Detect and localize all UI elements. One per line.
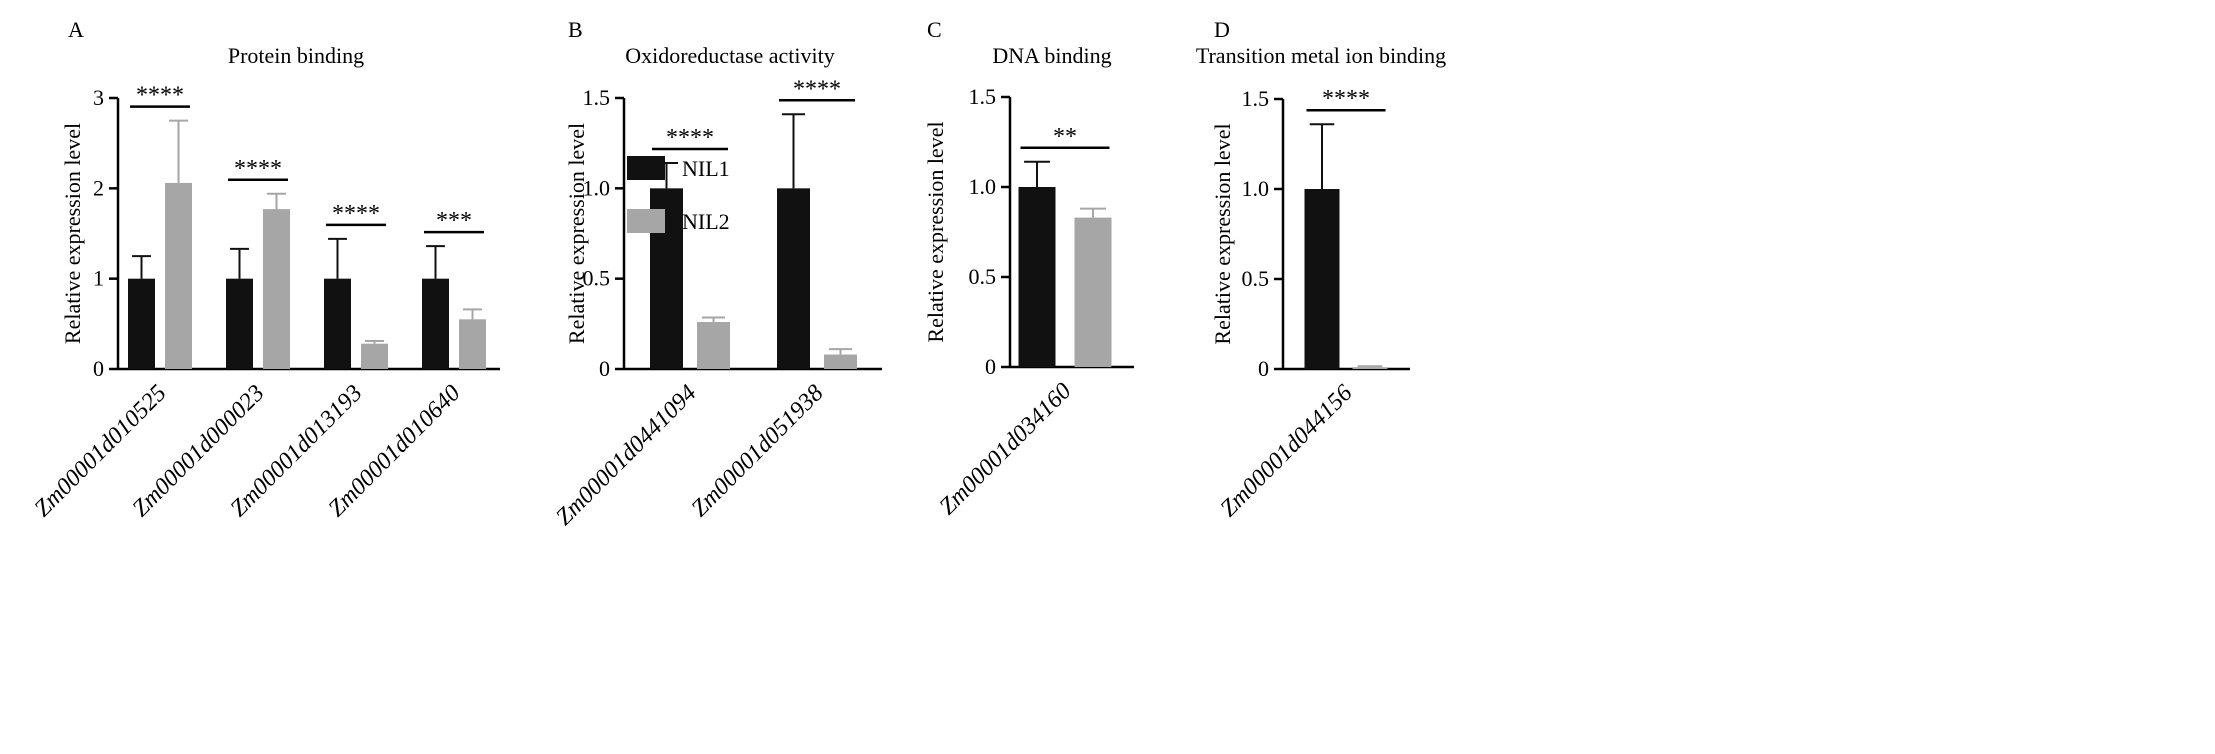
- x-tick-label: Zm00001d051938: [687, 380, 829, 522]
- significance-marker: ****: [666, 125, 714, 151]
- y-tick-label: 1.5: [969, 84, 997, 109]
- significance-marker: ***: [436, 208, 472, 234]
- bar-nil2: [263, 209, 290, 369]
- legend-label: NIL2: [682, 209, 730, 234]
- y-axis-label: Relative expression level: [564, 123, 589, 344]
- bar-nil2: [361, 343, 388, 369]
- y-tick-label: 0: [599, 356, 610, 381]
- x-tick-label: Zm00001d044156: [1216, 380, 1358, 522]
- y-axis-label: Relative expression level: [1210, 123, 1235, 344]
- bar-nil2: [165, 182, 192, 369]
- legend-swatch-nil2: [627, 209, 665, 233]
- bar-nil1: [324, 278, 351, 369]
- y-tick-label: 2: [93, 175, 104, 200]
- bar-nil2: [1074, 217, 1112, 367]
- significance-marker: ****: [1322, 86, 1370, 112]
- bar-nil2: [697, 322, 730, 369]
- significance-marker: ****: [793, 76, 841, 102]
- y-tick-label: 1.5: [1242, 86, 1270, 111]
- bar-nil2: [824, 354, 857, 369]
- bar-nil2: [1352, 367, 1388, 369]
- legend-swatch-nil1: [627, 156, 665, 180]
- panel-letter: C: [927, 17, 942, 42]
- panel-title: Transition metal ion binding: [1196, 43, 1446, 68]
- panel-letter: A: [68, 17, 84, 42]
- panel-b: B Oxidoreductase activity Relative express…: [551, 17, 882, 531]
- bar-nil2: [459, 319, 486, 369]
- significance-marker: ****: [332, 201, 380, 227]
- panel-letter: D: [1214, 17, 1230, 42]
- y-tick-label: 0: [1258, 356, 1269, 381]
- y-tick-label: 0.5: [969, 264, 997, 289]
- y-tick-label: 3: [93, 85, 104, 110]
- bar-nil1: [128, 278, 155, 369]
- significance-marker: ****: [234, 156, 282, 182]
- bar-nil1: [1304, 189, 1340, 369]
- y-tick-label: 0.5: [583, 266, 611, 291]
- bar-nil1: [777, 188, 810, 369]
- y-axis-label: Relative expression level: [60, 123, 85, 344]
- panel-title: DNA binding: [992, 43, 1111, 68]
- x-tick-label: Zm00001d0441094: [551, 380, 701, 530]
- panel-c: C DNA binding Relative expression level 0 0.…: [923, 17, 1134, 520]
- significance-marker: ****: [136, 83, 184, 109]
- y-tick-label: 1: [93, 266, 104, 291]
- panel-letter: B: [568, 17, 583, 42]
- bar-nil1: [226, 278, 253, 369]
- y-axis-label: Relative expression level: [923, 121, 948, 342]
- y-tick-label: 0: [93, 356, 104, 381]
- panel-a: A Protein binding Relative expression leve…: [30, 17, 500, 522]
- y-tick-label: 1.5: [583, 85, 611, 110]
- legend-label: NIL1: [682, 156, 730, 181]
- y-tick-label: 1.0: [583, 175, 611, 200]
- panel-title: Oxidoreductase activity: [625, 43, 835, 68]
- y-tick-label: 1.0: [969, 174, 997, 199]
- legend: NIL1 NIL2: [627, 156, 730, 234]
- bar-nil1: [1018, 187, 1056, 367]
- y-tick-label: 0.5: [1242, 266, 1270, 291]
- significance-marker: **: [1053, 124, 1077, 150]
- y-tick-label: 0: [985, 354, 996, 379]
- x-tick-label: Zm00001d034160: [935, 378, 1077, 520]
- panel-title: Protein binding: [228, 43, 364, 68]
- bar-nil1: [422, 278, 449, 369]
- y-tick-label: 1.0: [1242, 176, 1270, 201]
